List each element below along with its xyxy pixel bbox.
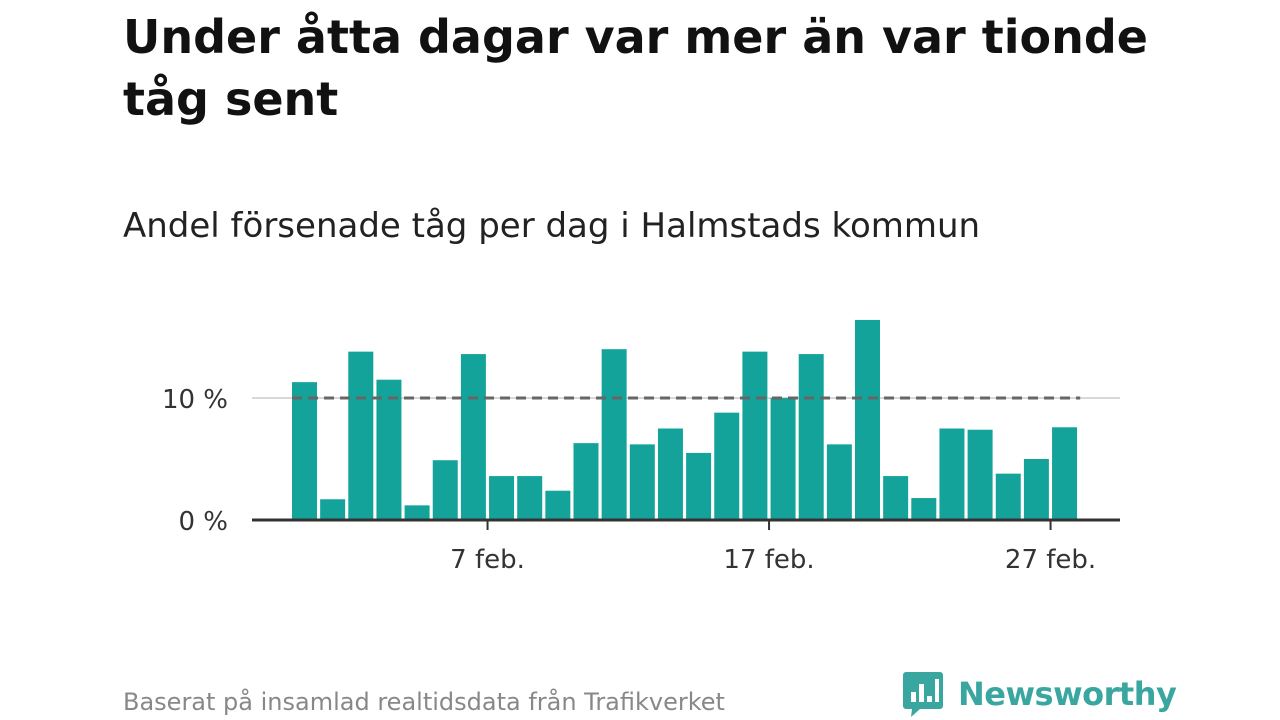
bar [320, 499, 346, 520]
axis-layer: 0 % 10 % 7 feb. 17 feb. 27 feb. [162, 385, 1120, 575]
bar [460, 354, 486, 520]
bar [545, 490, 571, 520]
bar [742, 351, 768, 520]
bar [601, 349, 627, 520]
bar [939, 428, 965, 520]
x-tick-label: 27 feb. [1005, 545, 1096, 575]
bar [517, 476, 543, 520]
bar [714, 412, 740, 520]
bar [348, 351, 374, 520]
bar [883, 476, 909, 520]
y-tick-label: 10 % [162, 385, 228, 415]
chart-subtitle: Andel försenade tåg per dag i Halmstads … [123, 206, 981, 246]
bar [404, 505, 430, 520]
y-tick-label: 0 % [178, 507, 228, 537]
chart-title: Under åtta dagar var mer än var tionde t… [123, 10, 1148, 126]
bar-chart-speech-icon [903, 672, 943, 717]
bar [995, 473, 1021, 520]
x-tick-label: 17 feb. [723, 545, 814, 575]
logo-text: Newsworthy [958, 675, 1177, 713]
bar [573, 443, 599, 520]
bar [686, 452, 712, 520]
bar [826, 444, 852, 520]
source-note: Baserat på insamlad realtidsdata från Tr… [123, 688, 725, 716]
bars-layer [292, 319, 1078, 520]
bar [432, 460, 458, 520]
bar [376, 379, 402, 520]
bar [292, 382, 317, 520]
bar [657, 428, 683, 520]
bar [911, 498, 937, 520]
bar-chart: 0 % 10 % 7 feb. 17 feb. 27 feb. [162, 319, 1120, 575]
bar [489, 476, 515, 520]
bar [1052, 427, 1078, 520]
newsworthy-logo[interactable]: Newsworthy [902, 670, 1177, 718]
bar [629, 444, 655, 520]
bar [967, 429, 993, 520]
bar [770, 398, 796, 520]
bar [1023, 459, 1049, 520]
x-tick-label: 7 feb. [450, 545, 525, 575]
bar [798, 354, 824, 520]
bar [855, 319, 880, 520]
